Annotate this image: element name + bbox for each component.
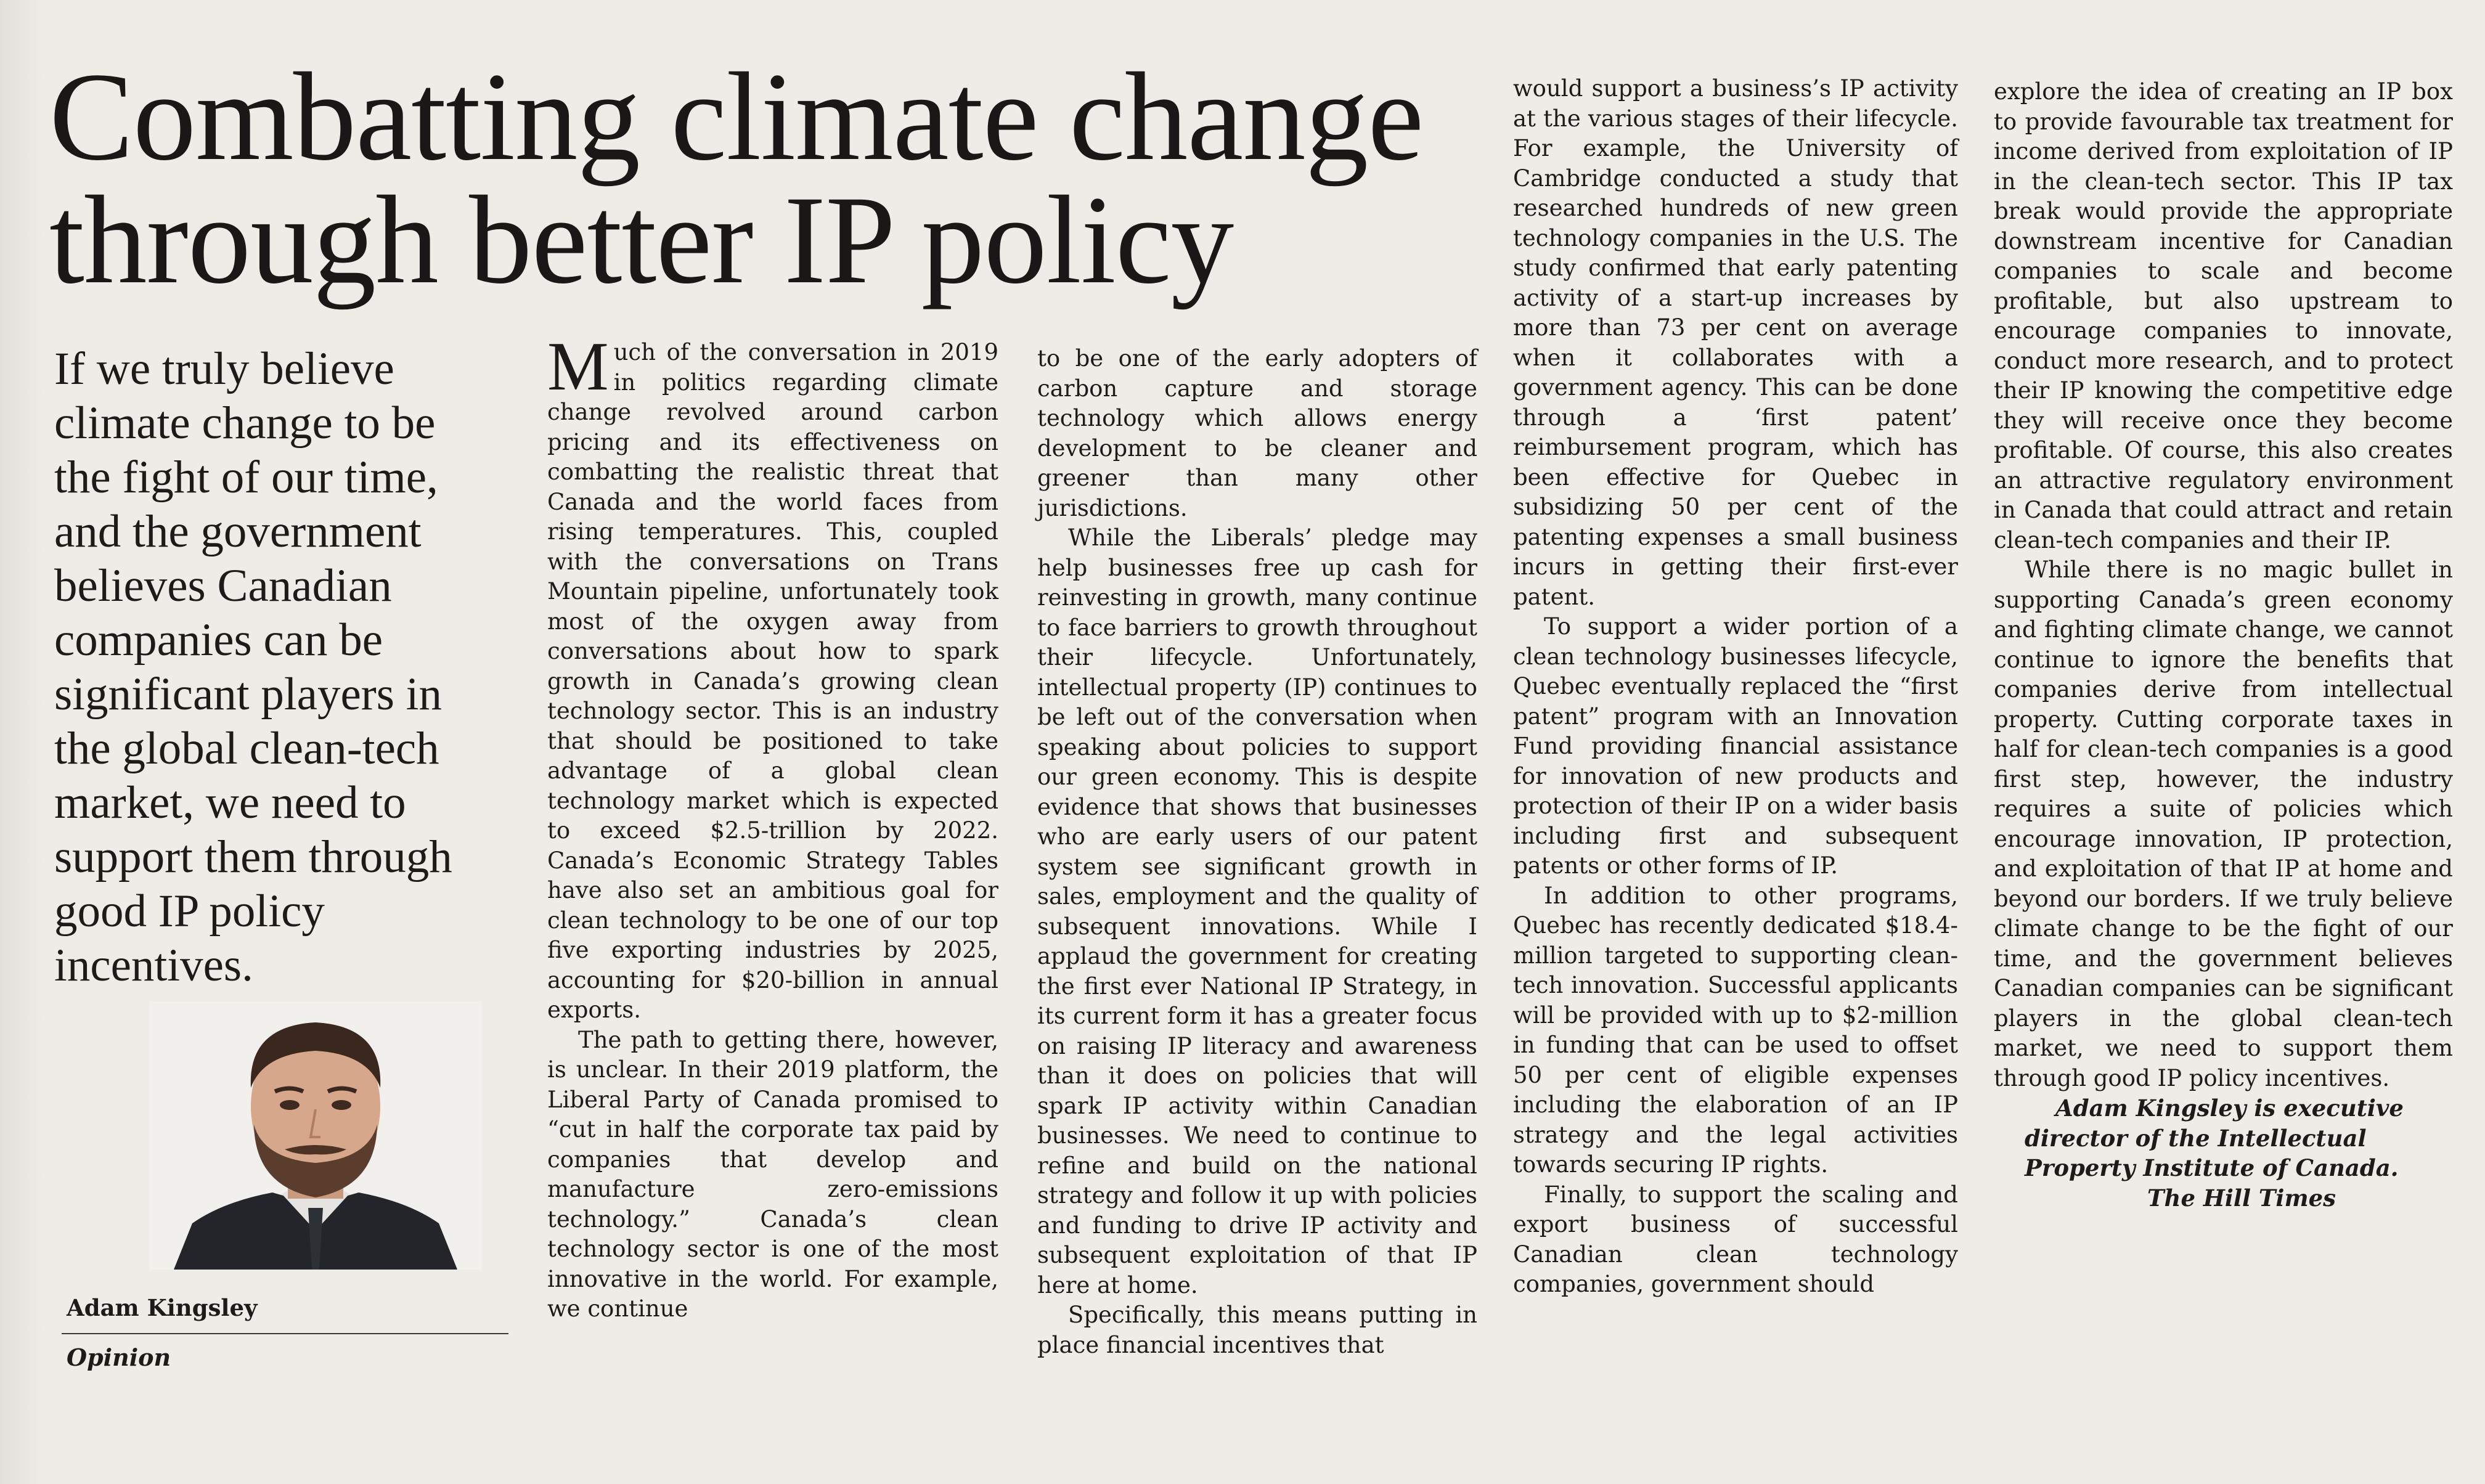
drop-cap: M (547, 328, 609, 405)
deck-summary: If we truly believe climate change to be… (54, 343, 452, 991)
paragraph-text: uch of the conversation in 2019 in polit… (547, 339, 998, 1023)
article-column-3: would support a business’s IP activity a… (1513, 74, 1958, 1300)
article-paragraph: The path to getting there, however, is u… (547, 1026, 998, 1323)
article-column-2: to be one of the early adopters of carbo… (1037, 344, 1477, 1360)
headline-line-2: through better IP policy (49, 170, 1234, 310)
author-signature: Adam Kingsley is executive director of t… (2025, 1095, 2404, 1181)
headline: Combatting climate change through better… (49, 47, 1485, 310)
article-paragraph: to be one of the early adopters of carbo… (1037, 345, 1477, 521)
author-photo (149, 1001, 482, 1270)
byline-divider (62, 1333, 508, 1334)
headline-line-1: Combatting climate change (49, 47, 1424, 187)
section-label: Opinion (67, 1343, 171, 1371)
article-paragraph: While the Liberals’ pledge may help busi… (1037, 524, 1477, 1298)
article-paragraph: In addition to other programs, Quebec ha… (1513, 882, 1958, 1178)
article-column-4: explore the idea of creating an IP box t… (1994, 77, 2453, 1213)
article-paragraph: Finally, to support the scaling and expo… (1513, 1181, 1958, 1298)
byline-author: Adam Kingsley (67, 1294, 258, 1321)
article-paragraph: Specifically, this means putting in plac… (1037, 1302, 1477, 1358)
article-paragraph: To support a wider portion of a clean te… (1513, 613, 1958, 879)
publication-credit: The Hill Times (2147, 1184, 2336, 1212)
article-paragraph: explore the idea of creating an IP box t… (1994, 78, 2453, 553)
article-paragraph: would support a business’s IP activity a… (1513, 75, 1958, 610)
article-paragraph: While there is no magic bullet in suppor… (1994, 556, 2453, 1091)
